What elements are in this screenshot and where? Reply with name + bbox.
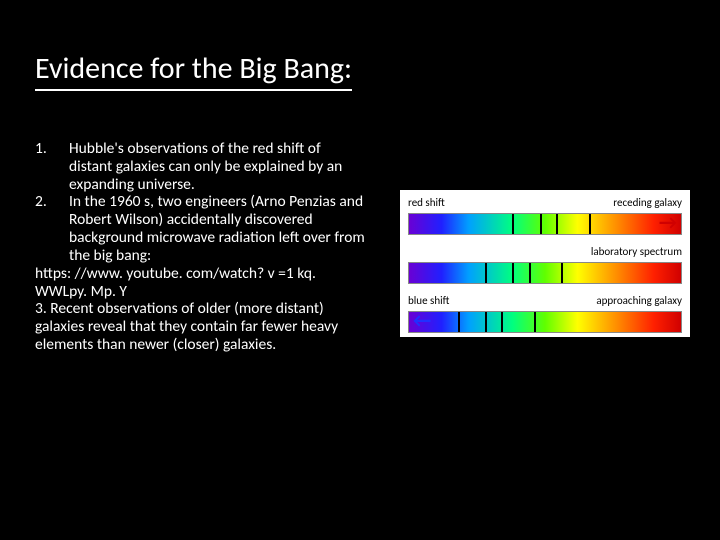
slide-title: Evidence for the Big Bang: [35, 50, 352, 91]
absorption-line [512, 263, 514, 283]
list-item-1: 1. Hubble's observations of the red shif… [35, 140, 365, 193]
list-num-1: 1. [35, 140, 69, 193]
list-num-2: 2. [35, 193, 69, 264]
absorption-line [589, 214, 591, 234]
spectrum-bar-red: → [408, 213, 682, 235]
list-text-1: Hubble's observations of the red shift o… [69, 140, 365, 193]
absorption-line [458, 312, 460, 332]
label-blue-shift: blue shift [408, 294, 449, 307]
absorption-line [556, 214, 558, 234]
list-item-2: 2. In the 1960 s, two engineers (Arno Pe… [35, 193, 365, 264]
spectrum-diagram: red shift receding galaxy → laboratory s… [400, 190, 690, 337]
url-text: https: //www. youtube. com/watch? v =1 k… [35, 265, 365, 301]
list-item-3: 3. Recent observations of older (more di… [35, 300, 365, 353]
absorption-line [501, 312, 503, 332]
absorption-line [485, 312, 487, 332]
arrow-right-icon: → [659, 213, 677, 233]
absorption-line [540, 214, 542, 234]
absorption-line [534, 312, 536, 332]
label-lab: laboratory spectrum [591, 245, 682, 258]
spectrum-bar-lab [408, 262, 682, 284]
label-red-shift: red shift [408, 196, 445, 209]
text-content: 1. Hubble's observations of the red shif… [35, 140, 365, 354]
list-text-2: In the 1960 s, two engineers (Arno Penzi… [69, 193, 365, 264]
spectrum-red-shift: red shift receding galaxy → [400, 190, 690, 239]
arrow-left-icon: ← [413, 311, 431, 331]
absorption-line [561, 263, 563, 283]
label-approaching: approaching galaxy [596, 294, 682, 307]
spectrum-lab: laboratory spectrum [400, 239, 690, 288]
spectrum-blue-shift: blue shift approaching galaxy ← [400, 288, 690, 337]
absorption-line [529, 263, 531, 283]
label-receding: receding galaxy [613, 196, 682, 209]
spectrum-bar-blue: ← [408, 311, 682, 333]
absorption-line [485, 263, 487, 283]
absorption-line [512, 214, 514, 234]
